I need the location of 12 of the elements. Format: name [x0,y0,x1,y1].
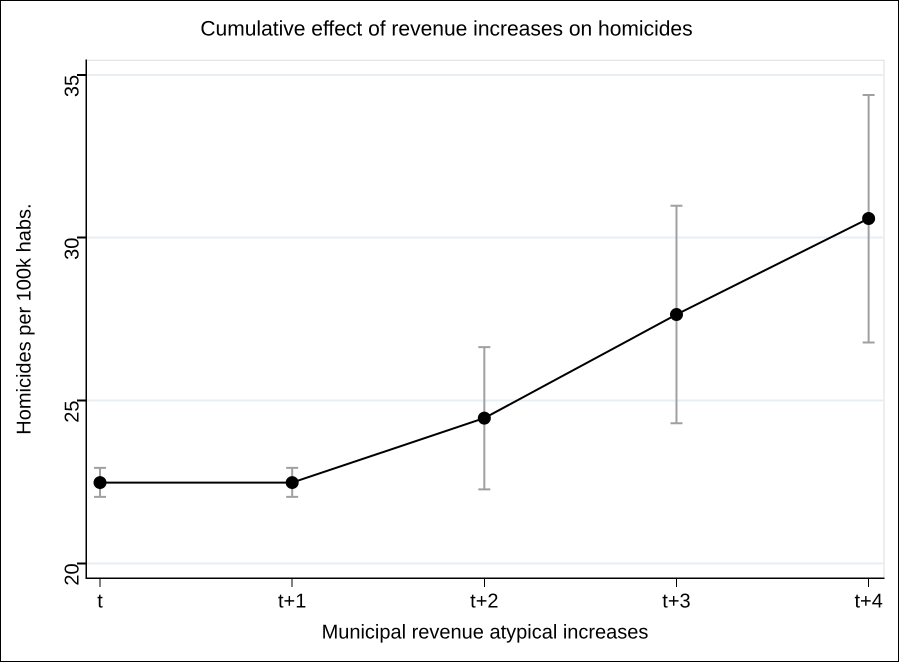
y-tick-label: 30 [62,238,84,260]
y-tick-label: 25 [62,400,84,423]
x-tick-label: t+2 [470,590,499,613]
x-tick-label: t [97,590,104,613]
y-tick-label: 35 [62,74,84,98]
x-axis-title: Municipal revenue atypical increases [322,622,648,644]
chart-title: Cumulative effect of revenue increases on homicides [200,17,693,40]
y-tick-label: 20 [62,563,84,586]
x-tick-label: t+3 [662,590,691,613]
x-tick-label: t+1 [278,590,306,613]
x-tick-label: t+4 [854,590,883,613]
y-axis-title: Homicides per 100k habs. [14,203,36,435]
